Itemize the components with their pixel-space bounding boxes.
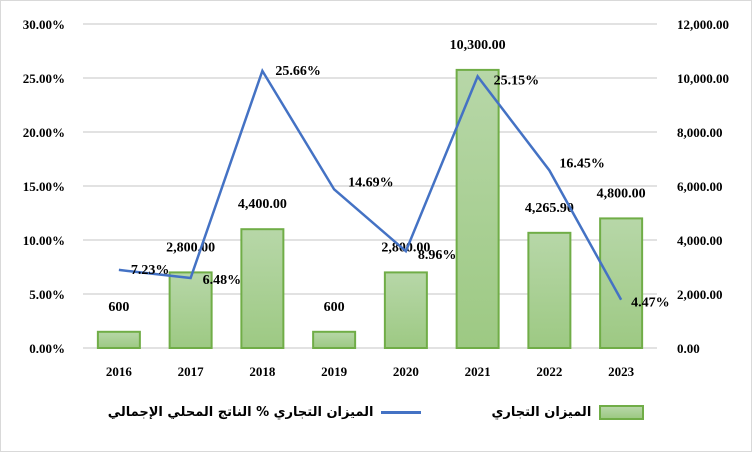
bar <box>599 217 644 349</box>
bar-data-label: 4,400.00 <box>238 197 287 212</box>
legend: الميزان التجاري % الناتج المحلي الإجمالي… <box>1 405 751 420</box>
left-tick-label: 15.00% <box>23 179 65 194</box>
bar-data-label: 10,300.00 <box>450 38 506 53</box>
line-series <box>118 67 623 301</box>
line-data-label: 8.96% <box>418 248 457 263</box>
x-tick-label: 2020 <box>393 364 419 379</box>
x-tick-label: 2016 <box>106 364 133 379</box>
bar <box>527 231 572 349</box>
line-data-label: 7.23% <box>131 263 170 278</box>
bar <box>312 330 357 349</box>
right-tick-label: 8,000.00 <box>677 125 723 140</box>
bar-data-label: 2,800.00 <box>166 240 215 255</box>
right-tick-label: 6,000.00 <box>677 179 723 194</box>
legend-line-swatch <box>381 411 422 414</box>
chart-plot: 0.00% 0.00 5.00% 2,000.00 10.00% 4,000.00 15.0… <box>23 17 729 379</box>
line-data-label: 16.45% <box>559 156 605 171</box>
legend-line-label: الميزان التجاري % الناتج المحلي الإجمالي <box>107 405 374 420</box>
left-tick-label: 20.00% <box>23 125 65 140</box>
line-data-label: 25.15% <box>494 73 540 88</box>
legend-item-line: الميزان التجاري % الناتج المحلي الإجمالي <box>108 405 422 420</box>
x-tick-label: 2022 <box>536 364 562 379</box>
line-data-label: 4.47% <box>631 296 670 311</box>
legend-item-bar: الميزان التجاري <box>491 405 645 420</box>
bar-data-label: 600 <box>324 300 345 315</box>
bar <box>168 271 213 349</box>
legend-bar-label: الميزان التجاري <box>491 405 592 420</box>
left-tick-label: 30.00% <box>23 17 65 32</box>
line-data-label: 14.69% <box>348 175 394 190</box>
x-tick-label: 2021 <box>465 364 491 379</box>
x-tick-label: 2023 <box>608 364 635 379</box>
bar-data-label: 4,265.90 <box>525 201 574 216</box>
bar <box>240 228 285 349</box>
left-tick-label: 25.00% <box>23 71 65 86</box>
x-tick-label: 2019 <box>321 364 348 379</box>
right-tick-label: 2,000.00 <box>677 287 723 302</box>
bar <box>383 271 428 349</box>
right-tick-label: 4,000.00 <box>677 233 723 248</box>
bar <box>455 68 500 350</box>
line-data-label: 25.66% <box>275 64 321 79</box>
right-tick-label: 12,000.00 <box>677 17 729 32</box>
left-tick-label: 5.00% <box>29 287 65 302</box>
x-tick-label: 2017 <box>178 364 205 379</box>
left-tick-label: 10.00% <box>23 233 65 248</box>
right-tick-label: 0.00 <box>677 341 700 356</box>
bar <box>96 330 141 349</box>
line-data-label: 6.48% <box>203 273 242 288</box>
bar-data-label: 4,800.00 <box>597 186 646 201</box>
x-tick-label: 2018 <box>249 364 276 379</box>
left-tick-label: 0.00% <box>29 341 65 356</box>
right-tick-label: 10,000.00 <box>677 71 729 86</box>
legend-bar-swatch <box>599 405 645 420</box>
bar-data-label: 600 <box>108 300 129 315</box>
bar-data-label: 2,800.00 <box>381 240 430 255</box>
